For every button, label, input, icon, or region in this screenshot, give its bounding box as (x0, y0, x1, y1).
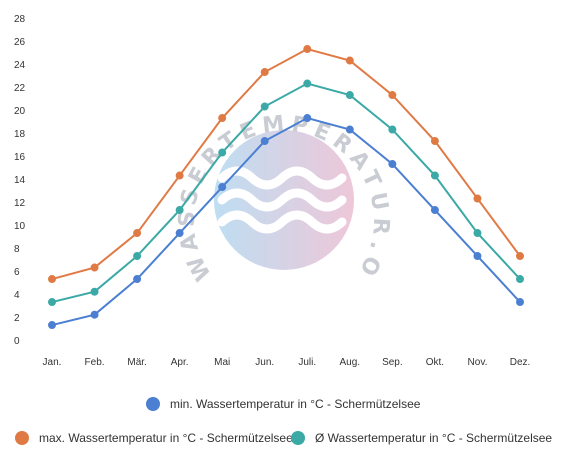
series-points (48, 45, 524, 330)
y-tick-label: 28 (14, 14, 26, 25)
data-point (133, 252, 142, 261)
legend-marker (15, 431, 29, 445)
y-tick-label: 10 (14, 221, 26, 232)
data-point (48, 298, 56, 307)
data-point (345, 91, 354, 100)
x-tick-label: Aug. (340, 357, 361, 368)
series-line (51, 116, 521, 327)
legend: min. Wassertemperatur in °C - Schermütze… (15, 397, 552, 445)
data-point (303, 79, 312, 88)
legend-label: min. Wassertemperatur in °C - Schermütze… (170, 397, 421, 411)
x-tick-label: Okt. (426, 357, 444, 368)
y-tick-label: 16 (14, 152, 26, 163)
x-tick-label: Apr. (171, 357, 189, 368)
legend-marker (291, 431, 305, 445)
data-point (218, 114, 227, 123)
data-point (473, 252, 482, 261)
data-point (345, 125, 354, 134)
x-tick-label: Dez. (510, 357, 531, 368)
x-tick-label: Jun. (255, 357, 274, 368)
data-point (90, 310, 99, 319)
data-point (175, 229, 184, 238)
watermark-wave-2 (217, 188, 347, 212)
x-axis: Jan. Feb. Mär. Apr. Mai Jun. Juli. Aug. Sep. Okt.… (43, 357, 531, 368)
data-point (473, 229, 482, 238)
y-tick-label: 0 (14, 336, 20, 347)
x-tick-label: Juli. (298, 357, 316, 368)
y-tick-label: 24 (14, 60, 26, 71)
data-point (133, 229, 142, 238)
data-point (48, 321, 56, 330)
data-point (90, 263, 99, 272)
y-tick-label: 20 (14, 106, 26, 117)
data-point (516, 252, 524, 261)
data-point (345, 56, 354, 65)
data-point (133, 275, 142, 284)
data-point (90, 287, 99, 296)
data-point (430, 206, 439, 215)
data-point (388, 125, 397, 134)
x-tick-label: Mär. (127, 357, 146, 368)
data-point (516, 275, 524, 284)
y-tick-label: 18 (14, 129, 26, 140)
data-point (218, 148, 227, 157)
data-point (388, 91, 397, 100)
series-line (51, 82, 521, 304)
data-point (218, 183, 227, 192)
y-tick-label: 4 (14, 290, 20, 301)
data-point (473, 194, 482, 203)
x-tick-label: Nov. (468, 357, 488, 368)
x-tick-label: Feb. (85, 357, 105, 368)
y-tick-label: 14 (14, 175, 26, 186)
legend-label: max. Wassertemperatur in °C - Schermütze… (39, 431, 293, 445)
data-point (388, 160, 397, 169)
data-point (303, 45, 312, 54)
x-tick-label: Mai (214, 357, 230, 368)
data-point (303, 114, 312, 123)
watermark-logo: WASSERTEMPERATUR.ORG (0, 0, 392, 285)
data-point (175, 171, 184, 180)
y-tick-label: 22 (14, 83, 26, 94)
data-point (260, 102, 269, 111)
legend-marker (146, 397, 160, 411)
x-tick-label: Jan. (43, 357, 62, 368)
legend-label: Ø Wassertemperatur in °C - Schermützelse… (315, 431, 552, 445)
y-tick-label: 12 (14, 198, 26, 209)
y-tick-label: 8 (14, 244, 20, 255)
series-line (51, 47, 521, 281)
y-tick-label: 2 (14, 313, 20, 324)
y-tick-label: 6 (14, 267, 20, 278)
data-point (48, 275, 56, 284)
data-point (260, 137, 269, 146)
watermark-wave-1 (217, 166, 347, 190)
watermark-wave-3 (217, 210, 347, 234)
data-point (175, 206, 184, 215)
series-lines (51, 47, 521, 327)
x-tick-label: Sep. (382, 357, 403, 368)
data-point (430, 137, 439, 146)
data-point (430, 171, 439, 180)
data-point (260, 68, 269, 77)
data-point (516, 298, 524, 307)
y-tick-label: 26 (14, 37, 26, 48)
